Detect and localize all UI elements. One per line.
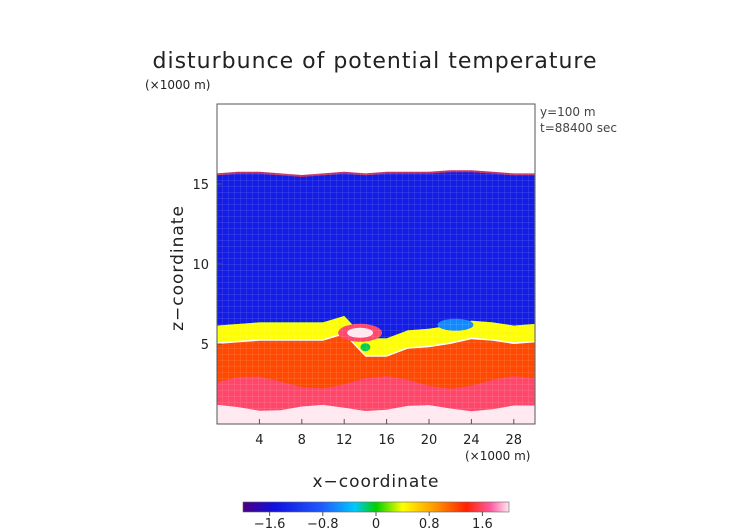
colorbar-tick-label: 1.6 (472, 517, 493, 532)
z-axis-unit: (×1000 m) (145, 78, 210, 92)
y-axis-label: z−coordinate (168, 205, 188, 331)
y-tick-label: 5 (201, 338, 209, 353)
colorbar-tick-label: 0.8 (419, 517, 440, 532)
chart-title: disturbunce of potential temperature (153, 49, 598, 74)
x-tick-label: 24 (463, 433, 480, 448)
x-axis-ticks: 4 8 12 16 20 24 28 (255, 419, 522, 448)
x-tick-label: 20 (421, 433, 438, 448)
annotation-block: y=100 m t=88400 sec (540, 105, 617, 135)
y-tick-label: 15 (192, 178, 209, 193)
x-tick-label: 12 (336, 433, 353, 448)
colorbar-tick-label: 0 (372, 517, 380, 532)
y-tick-label: 10 (192, 258, 209, 273)
x-axis-label: x−coordinate (313, 472, 440, 492)
x-tick-label: 16 (378, 433, 395, 448)
colorbar-ticks: −1.6 −0.8 0 0.8 1.6 (254, 512, 493, 532)
annotation-y: y=100 m (540, 105, 596, 119)
plot-grid-overlay (217, 104, 535, 424)
x-axis-unit: (×1000 m) (465, 449, 530, 463)
x-tick-label: 8 (298, 433, 306, 448)
annotation-time: t=88400 sec (540, 121, 617, 135)
colorbar-tick-label: −0.8 (307, 517, 339, 532)
x-tick-label: 28 (506, 433, 523, 448)
y-axis-ticks: 5 10 15 (192, 178, 222, 353)
colorbar-tick-label: −1.6 (254, 517, 286, 532)
x-tick-label: 4 (255, 433, 263, 448)
colorbar (242, 501, 510, 513)
